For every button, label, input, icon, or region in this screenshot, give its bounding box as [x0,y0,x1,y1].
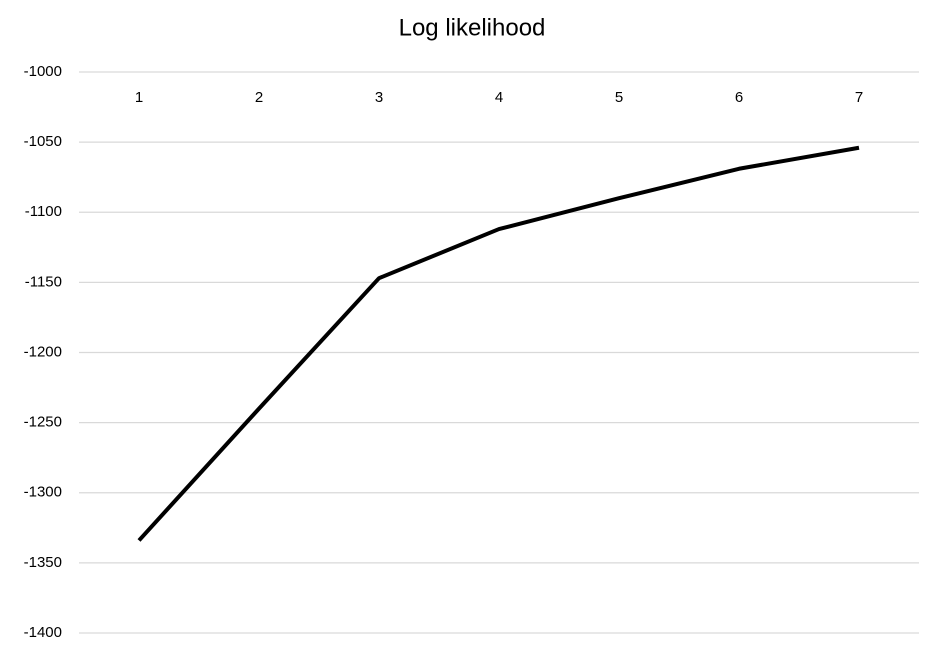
y-tick-label: -1000 [24,63,62,80]
x-tick-label: 1 [135,89,143,106]
x-tick-label: 5 [615,89,623,106]
x-tick-label: 6 [735,89,743,106]
x-tick-label: 4 [495,89,503,106]
x-tick-label: 7 [855,89,863,106]
y-tick-label: -1100 [25,203,62,220]
y-tick-label: -1050 [24,133,62,150]
x-tick-label: 3 [375,89,383,106]
y-tick-label: -1300 [24,484,62,501]
data-line [137,145,860,542]
y-tick-label: -1250 [24,414,62,431]
chart-title: Log likelihood [399,14,546,41]
x-tick-label: 2 [255,89,263,106]
y-tick-label: -1400 [24,624,62,641]
y-tick-label: -1350 [24,554,62,571]
y-tick-label: -1150 [25,273,62,290]
y-tick-label: -1200 [24,343,62,360]
